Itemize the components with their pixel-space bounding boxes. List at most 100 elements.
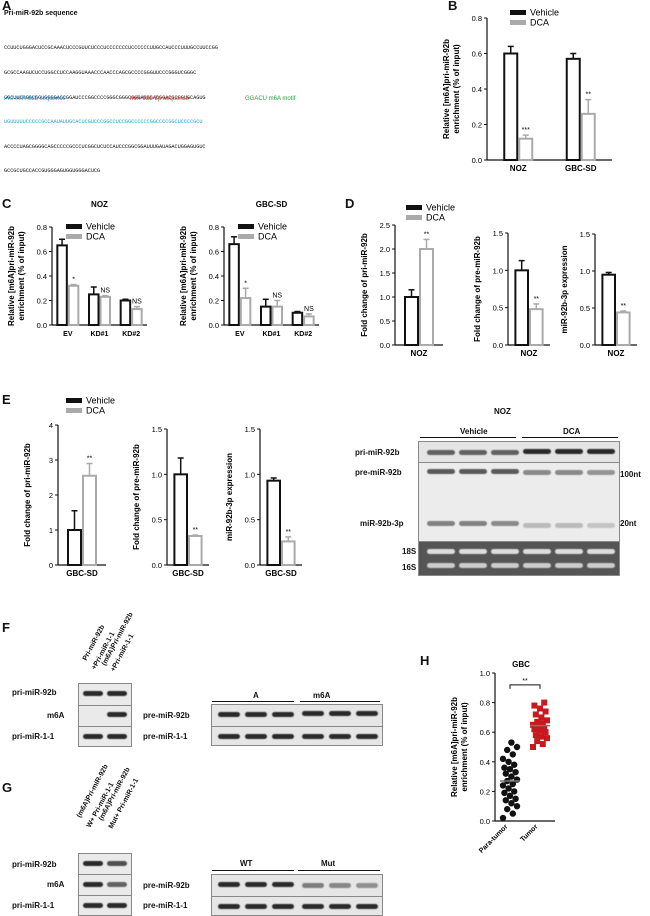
legend-label-vehicle: Vehicle — [86, 396, 115, 406]
blot-g-row-label: m6A — [47, 880, 65, 889]
sequence-line: GCGCCAAGUCUCCUGGCCUCCAAGGUAAACCCAACCCAGC… — [4, 70, 197, 77]
bar — [503, 52, 519, 161]
data-point — [532, 711, 539, 718]
bar — [82, 474, 97, 566]
blot-f-group-line — [212, 701, 294, 702]
data-point — [538, 733, 545, 740]
chart-title: NOZ — [91, 200, 108, 209]
blot-f-group-m6a: m6A — [313, 691, 331, 700]
legend-mir-sequence: miR-92b-3p sequence — [130, 96, 190, 102]
y-tick-label: 1.5 — [380, 269, 390, 278]
y-tick-label: 2.5 — [380, 221, 390, 230]
x-tick-label: KD#1 — [91, 331, 109, 338]
legend-m6a-motif: GGACU m6A motif — [245, 96, 296, 102]
bar — [291, 311, 304, 326]
blot-e-title: NOZ — [494, 407, 511, 416]
y-tick-label: 2.0 — [380, 245, 390, 254]
blot-e-row-label: miR-92b-3p — [360, 519, 404, 528]
data-point — [502, 770, 509, 777]
y-tick-label: 1.0 — [152, 470, 162, 479]
x-tick-label: KD#2 — [294, 331, 312, 338]
y-axis-label: Fold change of pre-miR-92b — [473, 236, 482, 342]
y-tick-label: 1 — [49, 526, 53, 535]
data-point — [511, 788, 518, 795]
bar — [131, 308, 143, 327]
sequence-line: GGCUUCAGGCGGUGGGGAGCGGAUCCCGGCCCCGGGCGGG… — [4, 94, 206, 101]
panel-label-d: D — [345, 196, 355, 211]
data-point — [530, 744, 536, 750]
legend-swatch-dca — [66, 234, 82, 239]
y-axis-label: enrichment (% of input) — [452, 44, 461, 134]
blot-e-row-label: 18S — [402, 547, 417, 556]
y-tick-label: 1.5 — [493, 229, 503, 238]
y-tick-label: 0.5 — [245, 516, 255, 525]
bar — [281, 540, 296, 567]
y-axis-label: Fold change of pre-miR-92b — [132, 444, 141, 550]
significance-label: ** — [522, 678, 528, 685]
blot-g-group-mut: Mut — [321, 859, 336, 868]
y-tick-label: 0.5 — [580, 304, 590, 313]
y-tick-label: 0.6 — [472, 50, 482, 59]
y-tick-label: 2 — [49, 491, 53, 500]
bar — [514, 269, 530, 347]
y-axis-label: Fold change of pri-miR-92b — [360, 233, 369, 337]
data-point — [501, 789, 508, 797]
bar — [266, 479, 281, 566]
y-tick-label: 0.5 — [493, 304, 503, 313]
y-axis-label: Relative [m6A]pri-miR-92b — [442, 39, 451, 139]
blot-e-pri — [418, 441, 620, 464]
blot-e-rrna — [418, 541, 620, 576]
y-tick-label: 1.5 — [245, 425, 255, 434]
bar — [601, 273, 617, 347]
blot-e-pre — [418, 462, 620, 543]
data-point — [508, 800, 515, 807]
blot-e-group-line — [420, 437, 516, 438]
sequence-title: Pri-miR-92b sequence — [4, 10, 78, 17]
y-tick-label: 0.5 — [152, 516, 162, 525]
legend-swatch-dca — [66, 408, 82, 413]
significance-bracket — [509, 684, 541, 689]
bar — [56, 244, 68, 326]
data-point — [544, 735, 550, 742]
significance-label: * — [72, 277, 75, 284]
y-tick-label: 0.0 — [37, 321, 47, 330]
bar — [228, 243, 240, 326]
y-axis-label: Relative [m6A]pri-miR-92b — [179, 226, 188, 326]
panel-label-a: A — [2, 0, 12, 13]
data-point — [505, 758, 512, 765]
bar — [404, 296, 419, 346]
y-tick-label: 0.6 — [37, 248, 47, 257]
panel-label-c: C — [2, 196, 12, 211]
data-point — [504, 746, 511, 754]
bar — [580, 112, 596, 161]
blot-e-row-label: pri-miR-92b — [355, 448, 400, 457]
bar — [303, 315, 315, 326]
legend-swatch-vehicle — [510, 10, 526, 15]
y-axis-label: Fold change of pri-miR-92b — [23, 443, 32, 547]
legend-label-dca: DCA — [426, 213, 445, 223]
sequence-line: CCUUCUGGGACUCCGCAAACUCCCGUUCUCCCUCCCCCCC… — [4, 45, 218, 52]
x-tick-label: KD#2 — [122, 331, 140, 338]
legend-swatch-vehicle — [66, 398, 82, 403]
bar — [271, 305, 283, 326]
bar — [67, 529, 82, 566]
sequence-line: UGUUUUUCCCCCGCCAAUAUUGCACUCGUCCCGGCCUCCG… — [4, 119, 203, 126]
legend-swatch-vehicle — [66, 224, 82, 229]
data-point — [532, 732, 539, 739]
data-point — [513, 776, 521, 783]
data-point — [538, 714, 545, 721]
significance-label: ** — [621, 303, 627, 310]
blot-f-group-line — [300, 701, 380, 702]
x-tick-label: GBC-SD — [66, 569, 98, 578]
y-axis-label: miR-92b-3p expression — [560, 245, 569, 333]
y-tick-label: 0.8 — [209, 223, 219, 232]
bar — [173, 473, 188, 567]
y-tick-label: 0.4 — [37, 272, 47, 281]
y-tick-label: 0.4 — [480, 758, 490, 767]
data-point — [541, 699, 548, 706]
legend-label-vehicle: Vehicle — [258, 222, 287, 232]
bar — [99, 295, 111, 327]
data-point — [501, 764, 508, 771]
x-tick-label: NOZ — [510, 164, 527, 173]
